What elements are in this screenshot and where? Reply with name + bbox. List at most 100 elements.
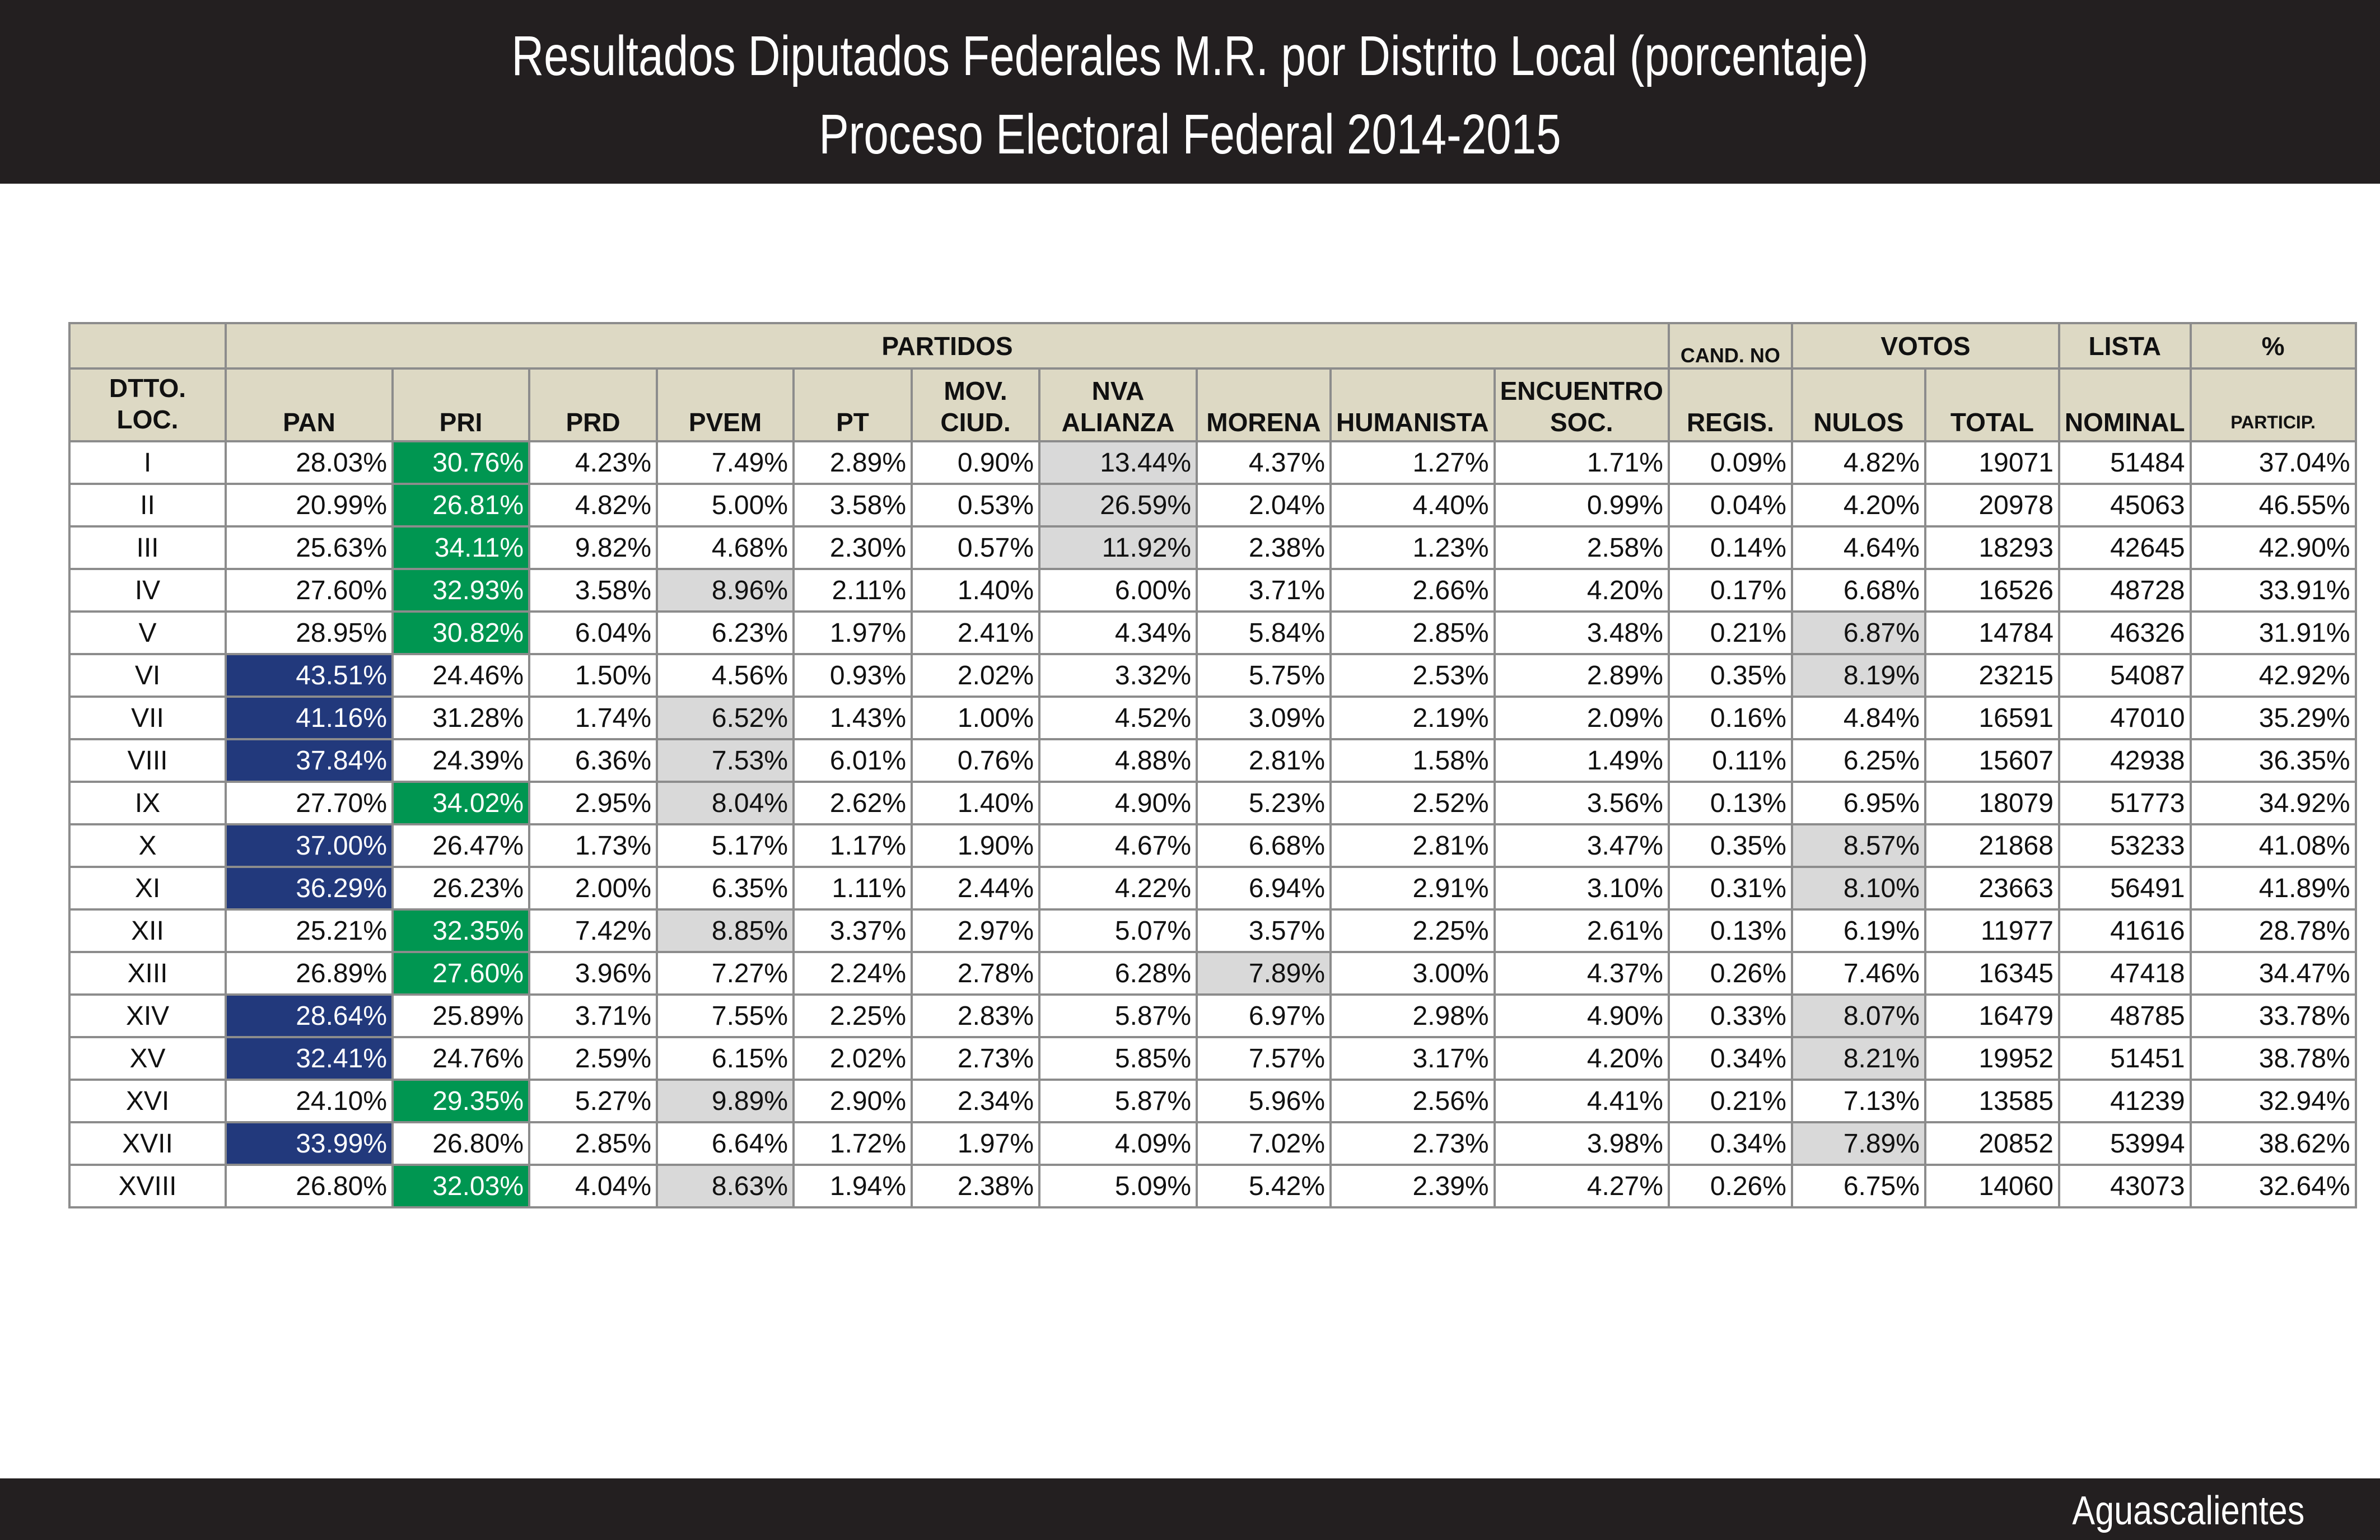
value-cell: 54087	[2057, 653, 2192, 698]
value-cell: 5.84%	[1196, 610, 1332, 655]
value-cell: 0.35%	[1667, 653, 1793, 698]
value-cell: 5.42%	[1196, 1164, 1332, 1208]
value-cell: 33.91%	[2189, 568, 2357, 613]
value-cell: 5.96%	[1196, 1079, 1332, 1123]
value-cell: 6.68%	[1790, 568, 1926, 613]
value-cell: 28.03%	[225, 440, 394, 485]
value-cell: 1.94%	[792, 1164, 913, 1208]
value-cell: 7.46%	[1790, 951, 1926, 996]
value-cell: 3.98%	[1493, 1121, 1670, 1166]
value-cell: 4.34%	[1038, 610, 1198, 655]
table-row: III 25.63% 34.11% 9.82% 4.68% 2.30% 0.57% 11.92…	[68, 525, 2357, 570]
value-cell: 41616	[2057, 908, 2192, 953]
group-header-pct: %	[2189, 322, 2357, 370]
value-cell: 28.95%	[225, 610, 394, 655]
value-cell: 8.10%	[1790, 866, 1926, 911]
column-header-pan: PAN	[225, 367, 394, 442]
value-cell: 27.60%	[225, 568, 394, 613]
value-cell: 6.87%	[1790, 610, 1926, 655]
value-cell: 0.17%	[1667, 568, 1793, 613]
column-header-prd: PRD	[528, 367, 658, 442]
value-cell: 2.89%	[1493, 653, 1670, 698]
value-cell: 48785	[2057, 993, 2192, 1038]
value-cell: 4.23%	[528, 440, 658, 485]
value-cell: 42938	[2057, 738, 2192, 783]
value-cell: 28.78%	[2189, 908, 2357, 953]
value-cell: 7.89%	[1790, 1121, 1926, 1166]
value-cell: 0.35%	[1667, 823, 1793, 868]
group-header-lista: LISTA	[2057, 322, 2192, 370]
value-cell: 33.78%	[2189, 993, 2357, 1038]
value-cell: 6.94%	[1196, 866, 1332, 911]
value-cell: 26.81%	[391, 483, 530, 528]
value-cell: 1.00%	[911, 696, 1040, 740]
column-header-morena: MORENA	[1196, 367, 1332, 442]
value-cell: 3.32%	[1038, 653, 1198, 698]
value-cell: 6.36%	[528, 738, 658, 783]
value-cell: 20852	[1924, 1121, 2060, 1166]
district-cell: I	[68, 440, 227, 485]
value-cell: 6.04%	[528, 610, 658, 655]
value-cell: 34.11%	[391, 525, 530, 570]
value-cell: 16526	[1924, 568, 2060, 613]
group-header-partidos: PARTIDOS	[225, 322, 1670, 370]
value-cell: 33.99%	[225, 1121, 394, 1166]
value-cell: 2.83%	[911, 993, 1040, 1038]
value-cell: 7.13%	[1790, 1079, 1926, 1123]
state-name: Aguascalientes	[2071, 1488, 2304, 1533]
value-cell: 2.30%	[792, 525, 913, 570]
value-cell: 42645	[2057, 525, 2192, 570]
value-cell: 1.23%	[1329, 525, 1496, 570]
value-cell: 8.21%	[1790, 1036, 1926, 1081]
value-cell: 24.46%	[391, 653, 530, 698]
value-cell: 25.21%	[225, 908, 394, 953]
column-header-nominal: NOMINAL	[2057, 367, 2192, 442]
district-cell: XIII	[68, 951, 227, 996]
value-cell: 13585	[1924, 1079, 2060, 1123]
value-cell: 2.53%	[1329, 653, 1496, 698]
value-cell: 0.21%	[1667, 1079, 1793, 1123]
value-cell: 1.97%	[792, 610, 913, 655]
value-cell: 2.02%	[911, 653, 1040, 698]
value-cell: 1.90%	[911, 823, 1040, 868]
value-cell: 2.52%	[1329, 781, 1496, 825]
value-cell: 5.75%	[1196, 653, 1332, 698]
value-cell: 4.37%	[1493, 951, 1670, 996]
value-cell: 1.40%	[911, 568, 1040, 613]
district-cell: VIII	[68, 738, 227, 783]
value-cell: 2.38%	[1196, 525, 1332, 570]
table-row: XI 36.29% 26.23% 2.00% 6.35% 1.11% 2.44% 4.22% 6…	[68, 866, 2357, 911]
column-header-nulos: NULOS	[1790, 367, 1926, 442]
value-cell: 4.82%	[1790, 440, 1926, 485]
value-cell: 2.41%	[911, 610, 1040, 655]
value-cell: 0.13%	[1667, 908, 1793, 953]
value-cell: 0.11%	[1667, 738, 1793, 783]
value-cell: 16479	[1924, 993, 2060, 1038]
table-row: IX 27.70% 34.02% 2.95% 8.04% 2.62% 1.40% 4.90% 5…	[68, 781, 2357, 825]
value-cell: 4.67%	[1038, 823, 1198, 868]
value-cell: 9.89%	[656, 1079, 795, 1123]
value-cell: 20978	[1924, 483, 2060, 528]
value-cell: 47010	[2057, 696, 2192, 740]
district-cell: IV	[68, 568, 227, 613]
value-cell: 6.25%	[1790, 738, 1926, 783]
value-cell: 2.97%	[911, 908, 1040, 953]
value-cell: 6.95%	[1790, 781, 1926, 825]
value-cell: 0.26%	[1667, 1164, 1793, 1208]
value-cell: 23663	[1924, 866, 2060, 911]
column-header-dtto-loc: DTTO. LOC.	[68, 367, 227, 442]
value-cell: 5.23%	[1196, 781, 1332, 825]
table-row: X 37.00% 26.47% 1.73% 5.17% 1.17% 1.90% 4.67% 6.…	[68, 823, 2357, 868]
value-cell: 6.68%	[1196, 823, 1332, 868]
value-cell: 8.96%	[656, 568, 795, 613]
value-cell: 8.63%	[656, 1164, 795, 1208]
value-cell: 4.20%	[1493, 568, 1670, 613]
value-cell: 16345	[1924, 951, 2060, 996]
value-cell: 0.31%	[1667, 866, 1793, 911]
value-cell: 43073	[2057, 1164, 2192, 1208]
value-cell: 3.17%	[1329, 1036, 1496, 1081]
value-cell: 37.00%	[225, 823, 394, 868]
value-cell: 48728	[2057, 568, 2192, 613]
value-cell: 6.23%	[656, 610, 795, 655]
district-cell: XVIII	[68, 1164, 227, 1208]
